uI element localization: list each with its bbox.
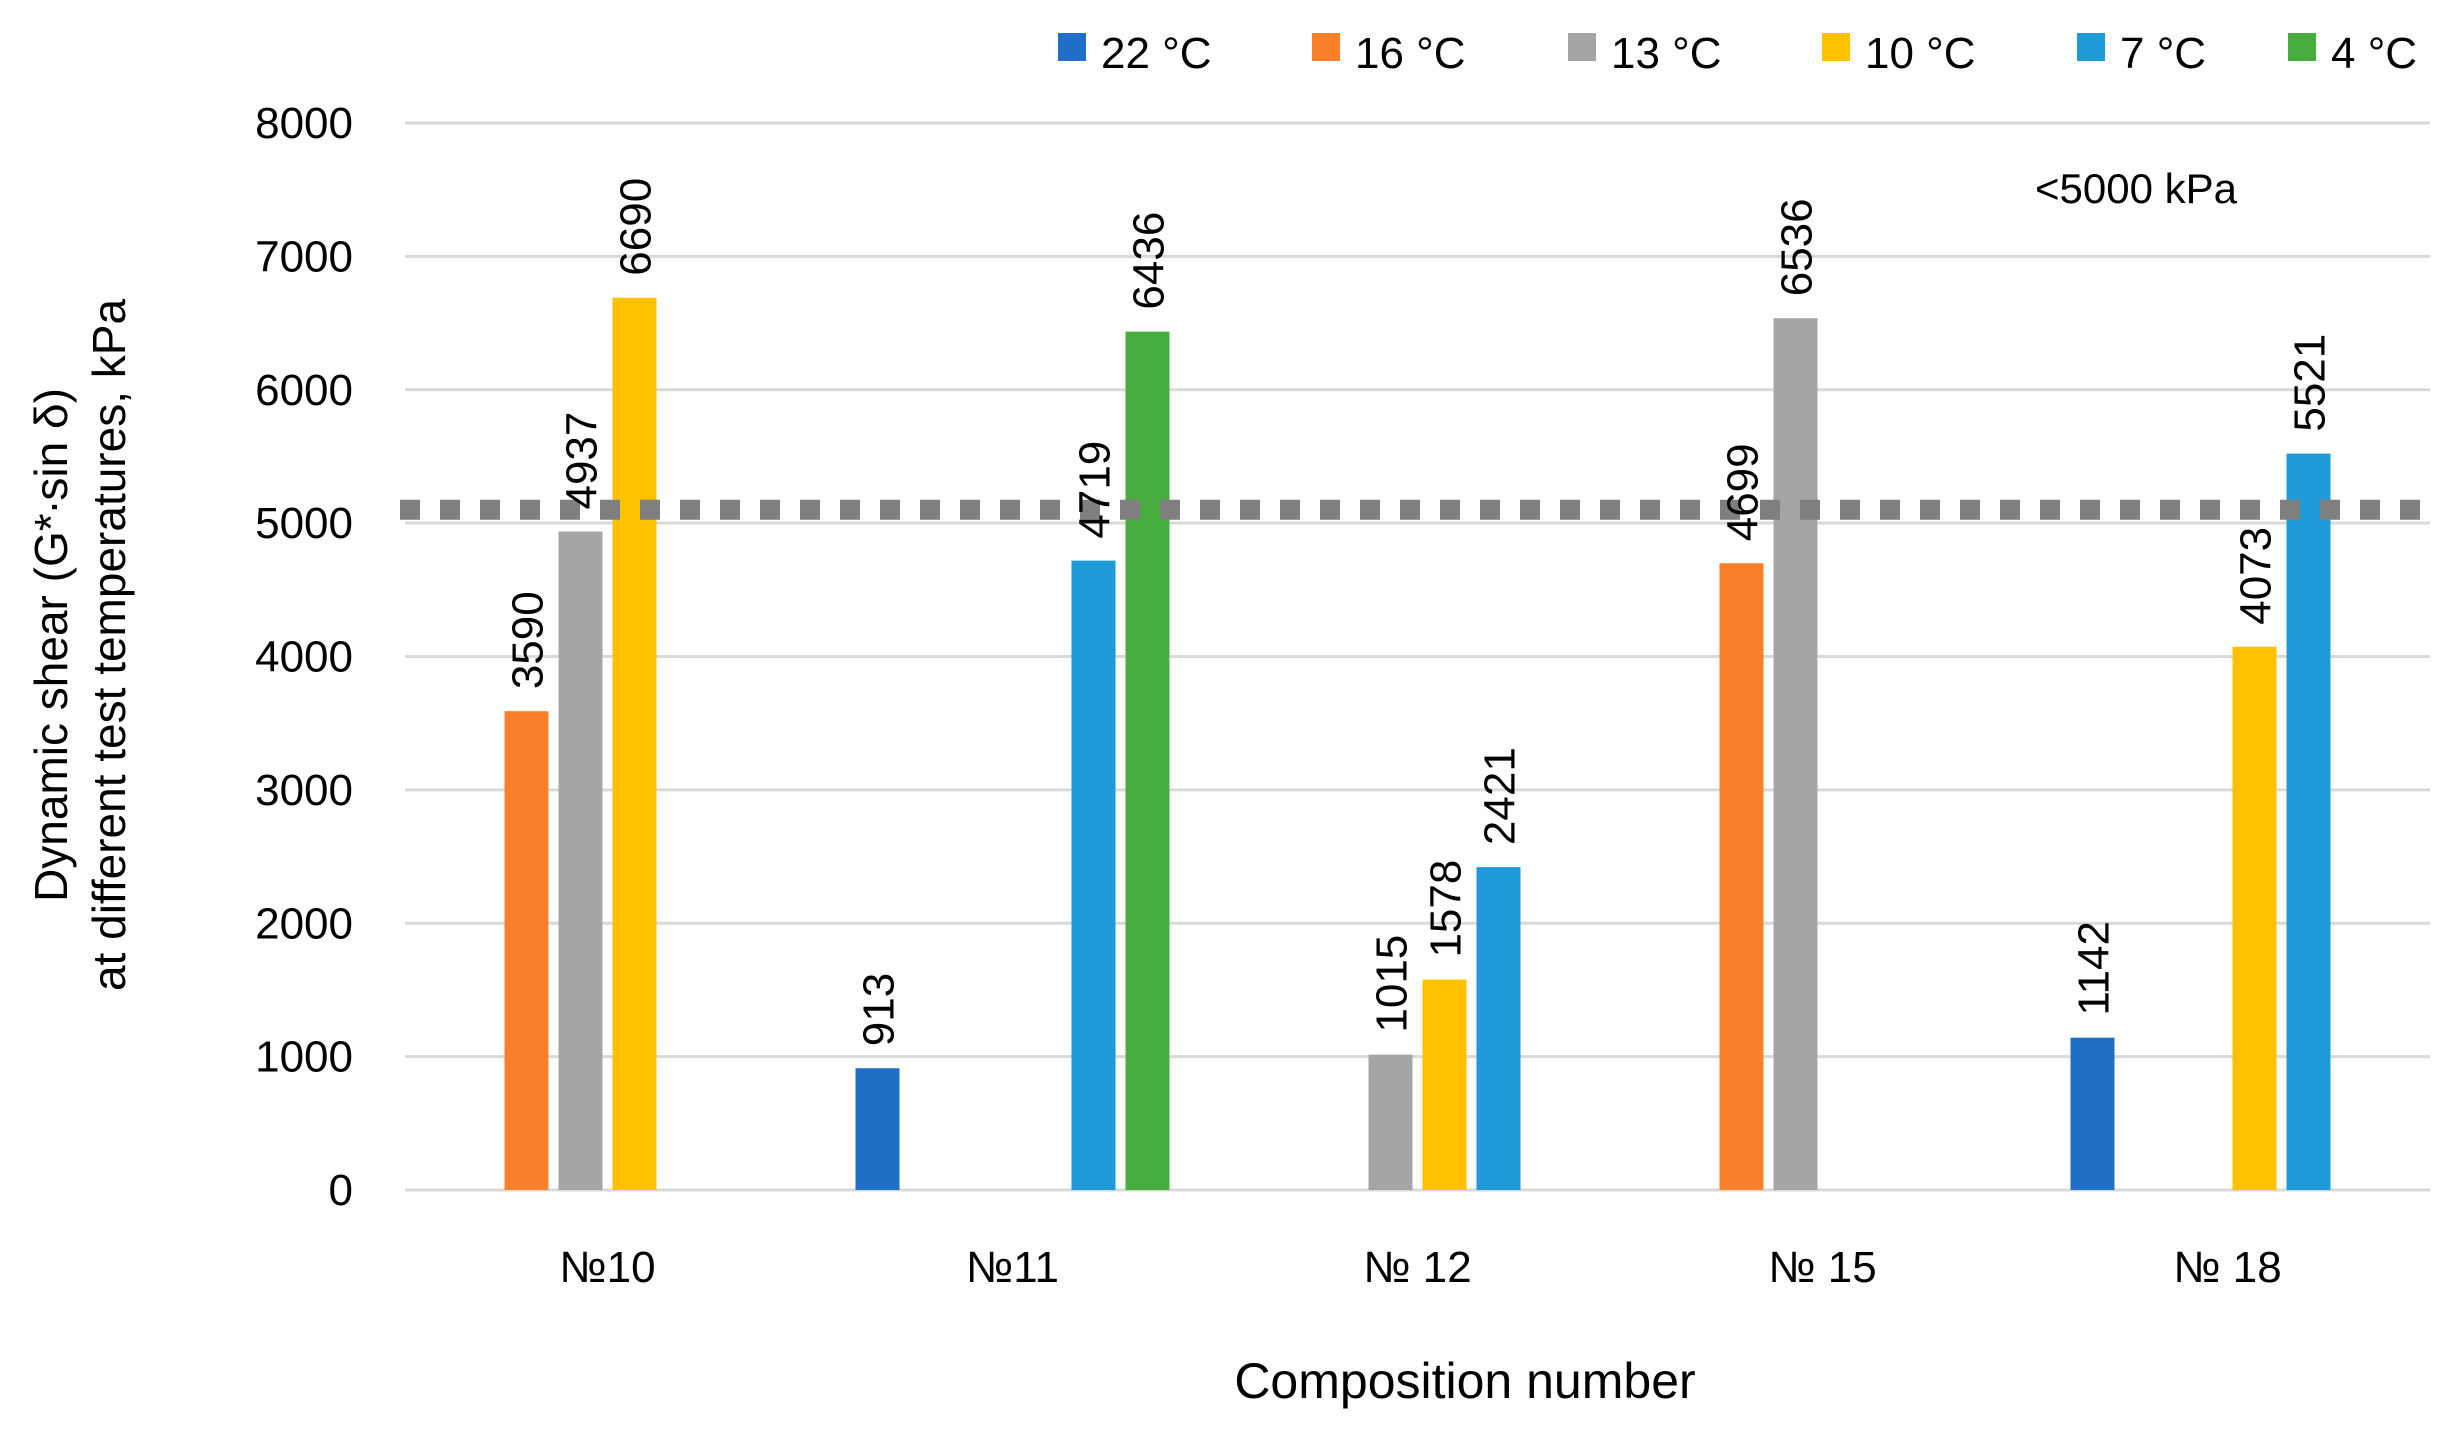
legend-label: 22 °C — [1101, 29, 1212, 78]
legend-swatch — [1568, 33, 1596, 61]
y-tick-label: 1000 — [255, 1033, 353, 1082]
bar — [558, 531, 603, 1190]
y-tick-label: 5000 — [255, 499, 353, 548]
data-label: 5521 — [2286, 334, 2335, 432]
y-tick-label: 2000 — [255, 899, 353, 948]
data-label: 6690 — [612, 178, 661, 276]
bar — [1125, 331, 1170, 1190]
x-axis-ticks: №10 №11 № 12 № 15 № 18 — [559, 1243, 2281, 1292]
legend-label: 7 °C — [2120, 29, 2206, 78]
data-label: 6536 — [1773, 198, 1822, 296]
data-label: 4699 — [1719, 443, 1768, 541]
x-tick-label: № 15 — [1768, 1243, 1876, 1292]
data-label: 1142 — [2070, 921, 2119, 1016]
y-axis-title-line1: Dynamic shear (G*∙sin δ) — [25, 388, 77, 902]
x-tick-label: № 12 — [1363, 1243, 1471, 1292]
gridlines — [405, 121, 2430, 1192]
y-axis-title-line2: at different test temperatures, kPa — [83, 299, 135, 991]
y-tick-label: 6000 — [255, 366, 353, 415]
bar — [855, 1068, 900, 1190]
y-tick-label: 7000 — [255, 232, 353, 281]
data-label: 1015 — [1368, 935, 1417, 1033]
data-label: 1578 — [1422, 860, 1471, 958]
legend-label: 16 °C — [1355, 29, 1466, 78]
y-axis-title: Dynamic shear (G*∙sin δ) at different te… — [25, 299, 135, 991]
data-label: 913 — [855, 973, 904, 1046]
bar — [1773, 318, 1818, 1190]
y-axis-ticks: 0 1000 2000 3000 4000 5000 6000 7000 8000 — [255, 99, 353, 1215]
legend-label: 13 °C — [1611, 29, 1722, 78]
bar — [2070, 1037, 2115, 1190]
y-tick-label: 0 — [329, 1166, 353, 1215]
data-label: 4073 — [2232, 527, 2281, 625]
legend: 22 °C 16 °C 13 °C 10 °C 7 °C 4 °C — [1058, 29, 2417, 78]
y-tick-label: 3000 — [255, 766, 353, 815]
y-tick-label: 4000 — [255, 633, 353, 682]
legend-swatch — [1058, 33, 1086, 61]
bar — [1368, 1054, 1413, 1190]
data-label: 4719 — [1071, 441, 1120, 539]
bar — [504, 711, 549, 1190]
bar — [1422, 979, 1467, 1190]
x-tick-label: № 18 — [2173, 1243, 2281, 1292]
data-label: 4937 — [558, 412, 607, 510]
bar — [1071, 560, 1116, 1190]
bar — [1476, 867, 1521, 1190]
x-tick-label: №10 — [559, 1243, 655, 1292]
data-label: 2421 — [1476, 747, 1525, 845]
x-tick-label: №11 — [966, 1243, 1059, 1292]
data-label: 3590 — [504, 591, 553, 689]
data-label: 6436 — [1125, 212, 1174, 310]
bar — [1719, 563, 1764, 1190]
legend-swatch — [2077, 33, 2105, 61]
legend-swatch — [1312, 33, 1340, 61]
legend-swatch — [1822, 33, 1850, 61]
y-tick-label: 8000 — [255, 99, 353, 148]
bars — [504, 297, 2331, 1191]
legend-label: 4 °C — [2331, 29, 2417, 78]
threshold-label: <5000 kPa — [2035, 165, 2238, 212]
x-axis-title: Composition number — [1234, 1353, 1695, 1409]
legend-label: 10 °C — [1865, 29, 1976, 78]
bar — [612, 297, 657, 1190]
bar — [2232, 646, 2277, 1190]
legend-swatch — [2288, 33, 2316, 61]
bar — [2286, 453, 2331, 1191]
